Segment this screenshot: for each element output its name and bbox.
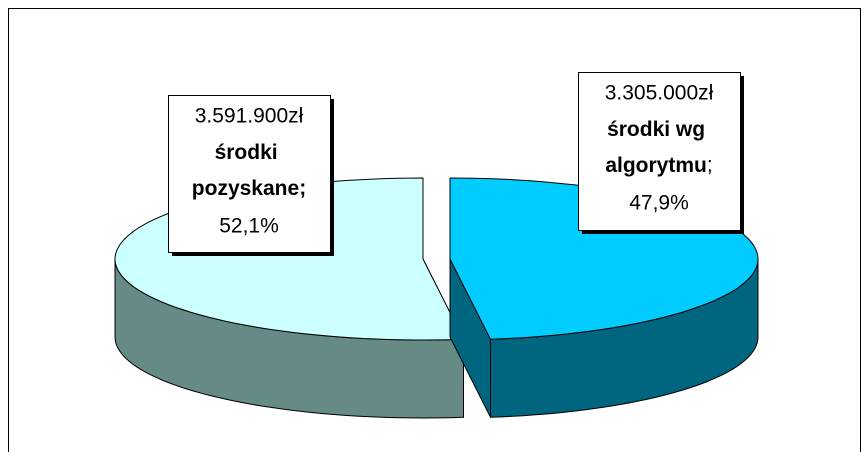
amount-label: 3.591.900zł bbox=[195, 105, 304, 128]
value-label: 52,1% bbox=[219, 215, 279, 238]
data-label: 3.305.000zł środki wg algorytmu ; 47,9% bbox=[578, 72, 744, 234]
label-box bbox=[578, 72, 741, 231]
category-label: środki wg algorytmu bbox=[605, 118, 711, 177]
value-label: 47,9% bbox=[629, 192, 689, 215]
category-label: środki pozyskane bbox=[192, 141, 299, 200]
label-separator: ; bbox=[707, 154, 713, 177]
label-box bbox=[168, 95, 331, 253]
data-label: 3.591.900zł środki pozyskane ; 52,1% bbox=[168, 95, 334, 256]
label-separator: ; bbox=[299, 177, 306, 200]
chart-frame bbox=[8, 8, 861, 452]
amount-label: 3.305.000zł bbox=[605, 82, 714, 105]
